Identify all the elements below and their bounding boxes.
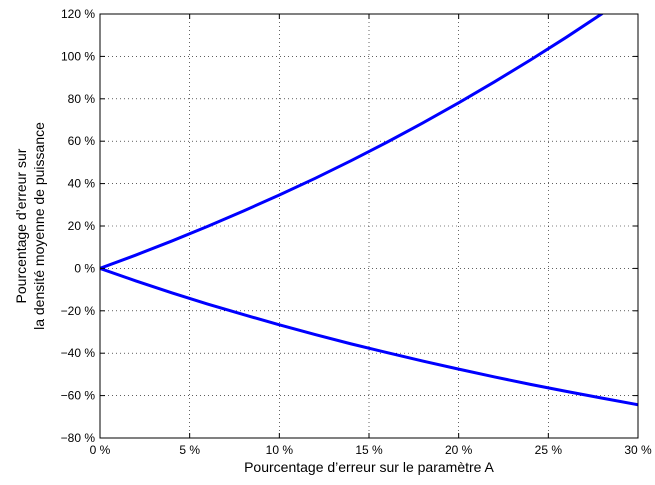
x-tick-label: 15 % bbox=[355, 443, 383, 457]
y-tick-label: 20 % bbox=[68, 219, 96, 233]
y-tick-label: 60 % bbox=[68, 134, 96, 148]
series-line-2 bbox=[100, 266, 638, 407]
y-tick-label: −20 % bbox=[61, 304, 96, 318]
y-tick-label: −40 % bbox=[61, 346, 96, 360]
y-axis-label-line-2: la densité moyenne de puissance bbox=[31, 122, 47, 330]
x-tick-label: 30 % bbox=[624, 443, 652, 457]
y-tick-label: −80 % bbox=[61, 431, 96, 445]
y-tick-label: 100 % bbox=[61, 49, 95, 63]
series-line-1 bbox=[100, 14, 605, 270]
ticks: 0 % 5 % 10 % 15 % 20 % 25 % 30 % −80 % −60 % −40 … bbox=[61, 7, 652, 457]
x-axis-label: Pourcentage d’erreur sur le paramètre A bbox=[244, 459, 494, 475]
x-tick-label: 0 % bbox=[90, 443, 111, 457]
x-tick-label: 5 % bbox=[179, 443, 200, 457]
y-tick-label: −60 % bbox=[61, 389, 96, 403]
y-tick-label: 40 % bbox=[68, 177, 96, 191]
x-tick-label: 20 % bbox=[445, 443, 473, 457]
y-axis-label-line-1: Pourcentage d’erreur sur bbox=[13, 148, 29, 303]
y-tick-label: 120 % bbox=[61, 7, 95, 21]
y-tick-label: 80 % bbox=[68, 92, 96, 106]
x-tick-label: 10 % bbox=[266, 443, 294, 457]
series-group bbox=[100, 14, 638, 407]
x-tick-label: 25 % bbox=[535, 443, 563, 457]
y-tick-label: 0 % bbox=[74, 261, 95, 275]
grid bbox=[100, 14, 638, 438]
